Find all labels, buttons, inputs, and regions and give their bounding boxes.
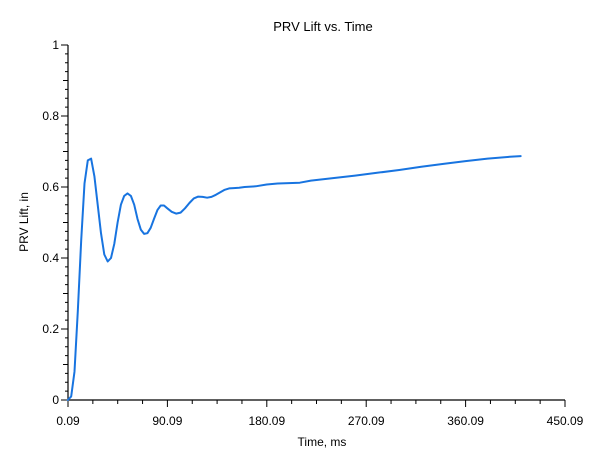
x-tick-label: 90.09 [152,414,182,428]
x-tick-label: 360.09 [447,414,484,428]
chart-title: PRV Lift vs. Time [273,19,372,34]
y-tick-label: 0.4 [42,251,59,265]
ticks: 0 0.2 0.4 0.6 0.8 1 0.09 90.09 180.09 270.09 360.0… [42,38,583,428]
x-tick-label: 0.09 [56,414,80,428]
x-tick-label: 180.09 [248,414,285,428]
x-tick-label: 270.09 [348,414,385,428]
y-axis-label: PRV Lift, in [17,192,31,252]
x-axis-label: Time, ms [298,435,347,449]
series-line-0 [66,155,522,401]
y-tick-label: 1 [52,38,59,52]
y-tick-label: 0.6 [42,180,59,194]
y-tick-label: 0.8 [42,109,59,123]
y-tick-label: 0.2 [42,322,59,336]
x-tick-label: 450.09 [547,414,584,428]
axes [67,45,565,401]
series [66,155,522,401]
y-tick-label: 0 [52,393,59,407]
